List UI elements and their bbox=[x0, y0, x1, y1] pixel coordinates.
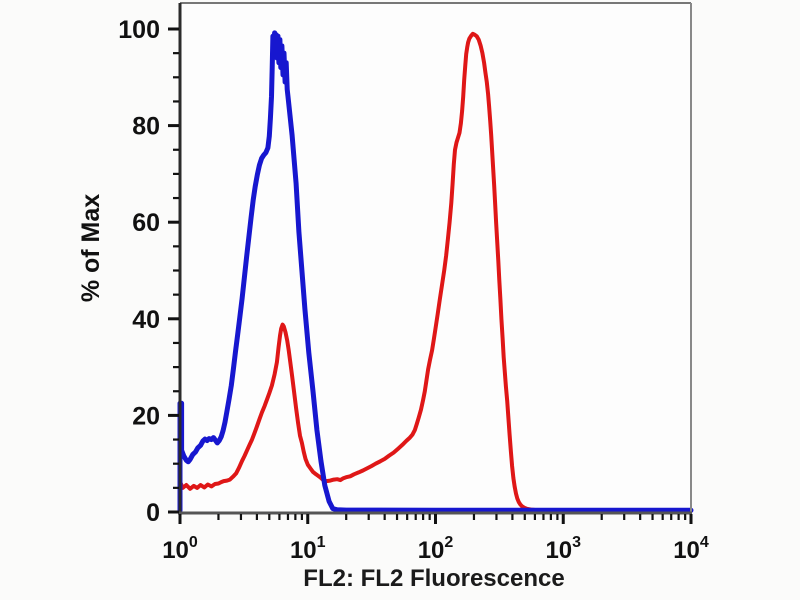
y-tick-label: 100 bbox=[118, 16, 160, 44]
y-tick-label: 20 bbox=[132, 402, 160, 430]
blue-curve bbox=[177, 30, 694, 514]
y-axis-title: % of Max bbox=[77, 194, 105, 302]
curves bbox=[177, 30, 694, 514]
y-tick-label: 0 bbox=[146, 499, 160, 527]
axis-ticks bbox=[168, 27, 693, 524]
y-tick-labels: 0 20 40 60 80 100 bbox=[118, 16, 160, 527]
y-tick-label: 60 bbox=[132, 209, 160, 237]
axis-frame bbox=[178, 2, 692, 515]
plot-background bbox=[180, 3, 691, 512]
y-tick-label: 40 bbox=[132, 306, 160, 334]
y-tick-label: 80 bbox=[132, 113, 160, 141]
x-tick-label: 104 bbox=[673, 534, 709, 564]
red-curve bbox=[178, 31, 693, 513]
x-tick-labels: 100 101 102 103 104 bbox=[162, 534, 709, 564]
x-axis-title: FL2: FL2 Fluorescence bbox=[303, 565, 564, 592]
